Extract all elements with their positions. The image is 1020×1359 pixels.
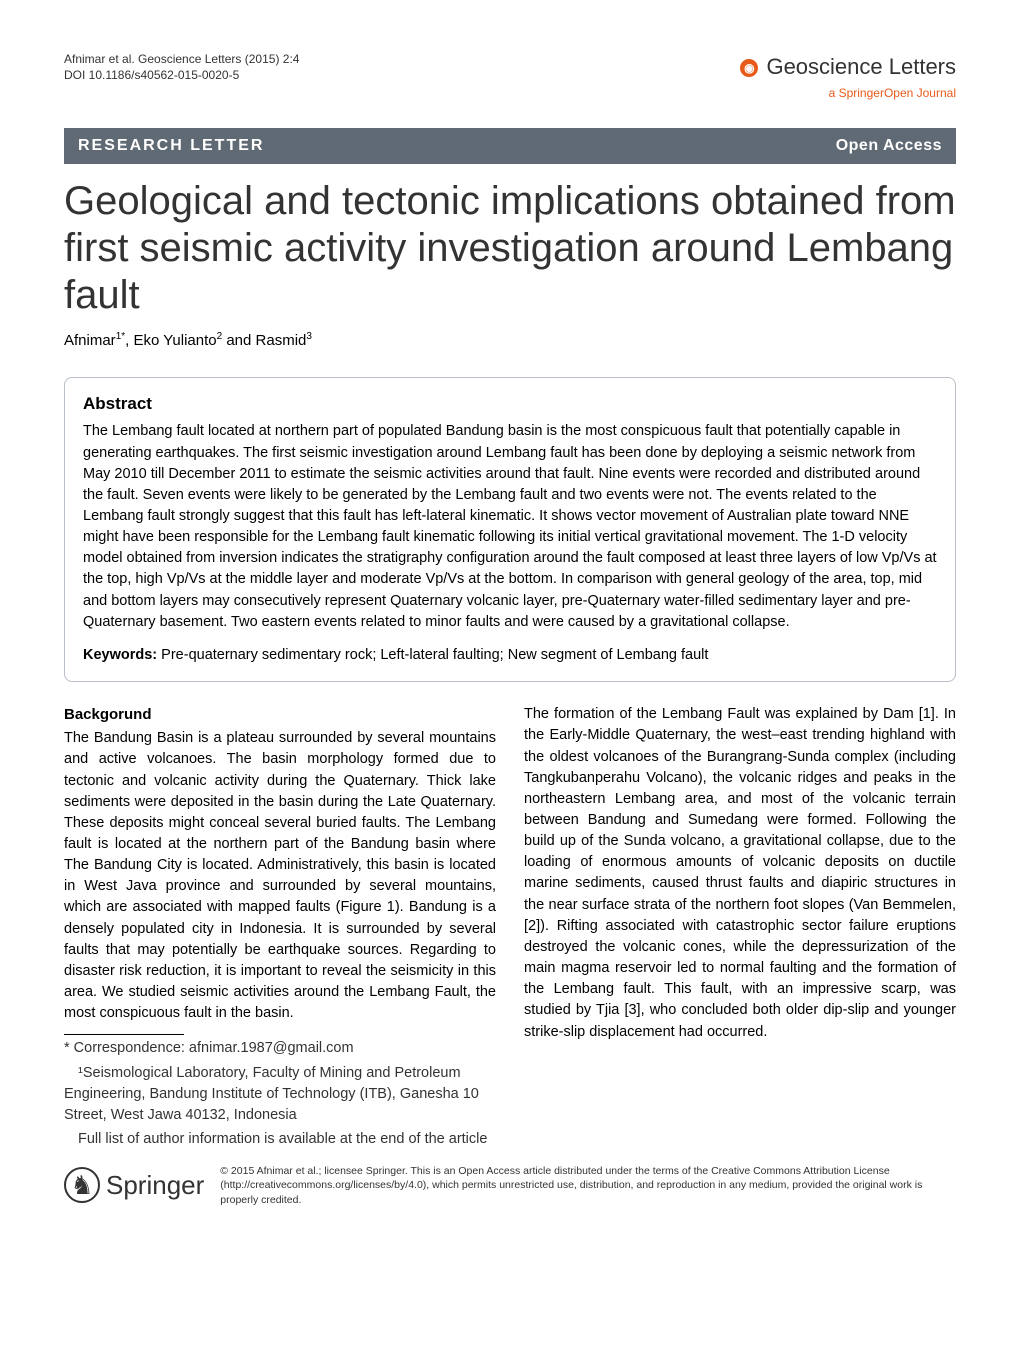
citation-block: Afnimar et al. Geoscience Letters (2015)… bbox=[64, 52, 299, 83]
full-author-list-note: Full list of author information is avail… bbox=[64, 1129, 496, 1150]
footnotes-block: * Correspondence: afnimar.1987@gmail.com… bbox=[64, 1038, 496, 1150]
keywords-text: Pre-quaternary sedimentary rock; Left-la… bbox=[161, 647, 708, 663]
springer-logo: ♞ Springer bbox=[64, 1167, 204, 1203]
page-header: Afnimar et al. Geoscience Letters (2015)… bbox=[64, 52, 956, 102]
right-column-para: The formation of the Lembang Fault was e… bbox=[524, 704, 956, 1043]
right-column: The formation of the Lembang Fault was e… bbox=[524, 704, 956, 1150]
keywords-label: Keywords: bbox=[83, 647, 157, 663]
journal-name: ◉ Geoscience Letters bbox=[740, 52, 956, 83]
journal-logo-icon: ◉ bbox=[740, 59, 758, 77]
journal-name-text: Geoscience Letters bbox=[766, 54, 956, 79]
correspondence-line: * Correspondence: afnimar.1987@gmail.com bbox=[64, 1038, 496, 1059]
citation-line-2: DOI 10.1186/s40562-015-0020-5 bbox=[64, 68, 299, 84]
journal-subtitle: a SpringerOpen Journal bbox=[740, 85, 956, 102]
left-column-para: The Bandung Basin is a plateau surrounde… bbox=[64, 728, 496, 1024]
license-text: © 2015 Afnimar et al.; licensee Springer… bbox=[220, 1164, 956, 1207]
open-access-label: Open Access bbox=[836, 135, 942, 157]
springer-horse-icon: ♞ bbox=[64, 1167, 100, 1203]
abstract-text: The Lembang fault located at northern pa… bbox=[83, 421, 937, 633]
abstract-box: Abstract The Lembang fault located at no… bbox=[64, 377, 956, 683]
citation-line-1: Afnimar et al. Geoscience Letters (2015)… bbox=[64, 52, 299, 68]
affiliation-1: ¹Seismological Laboratory, Faculty of Mi… bbox=[64, 1063, 496, 1126]
article-type-label: RESEARCH LETTER bbox=[78, 135, 264, 157]
horse-glyph: ♞ bbox=[70, 1167, 93, 1203]
article-title: Geological and tectonic implications obt… bbox=[64, 178, 956, 320]
page-footer: ♞ Springer © 2015 Afnimar et al.; licens… bbox=[64, 1164, 956, 1207]
body-columns: Backgorund The Bandung Basin is a platea… bbox=[64, 704, 956, 1150]
abstract-heading: Abstract bbox=[83, 392, 937, 416]
journal-brand: ◉ Geoscience Letters a SpringerOpen Jour… bbox=[740, 52, 956, 102]
footnote-separator bbox=[64, 1034, 184, 1035]
article-type-bar: RESEARCH LETTER Open Access bbox=[64, 128, 956, 164]
springer-logo-text: Springer bbox=[106, 1167, 204, 1203]
authors-line: Afnimar1*, Eko Yulianto2 and Rasmid3 bbox=[64, 330, 956, 351]
left-column: Backgorund The Bandung Basin is a platea… bbox=[64, 704, 496, 1150]
keywords-line: Keywords: Pre-quaternary sedimentary roc… bbox=[83, 645, 937, 665]
section-heading-background: Backgorund bbox=[64, 704, 496, 725]
